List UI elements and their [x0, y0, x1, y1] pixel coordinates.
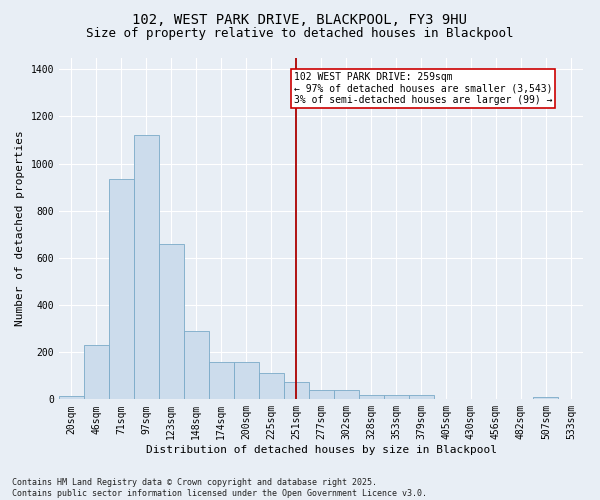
Bar: [59, 396, 84, 400]
Bar: [334, 390, 359, 400]
Bar: [533, 398, 559, 400]
Bar: [84, 345, 109, 400]
Bar: [259, 374, 284, 400]
Bar: [234, 362, 259, 400]
Text: Size of property relative to detached houses in Blackpool: Size of property relative to detached ho…: [86, 28, 514, 40]
Text: 102 WEST PARK DRIVE: 259sqm
← 97% of detached houses are smaller (3,543)
3% of s: 102 WEST PARK DRIVE: 259sqm ← 97% of det…: [293, 72, 552, 105]
Y-axis label: Number of detached properties: Number of detached properties: [15, 130, 25, 326]
Bar: [184, 331, 209, 400]
Bar: [383, 395, 409, 400]
Text: 102, WEST PARK DRIVE, BLACKPOOL, FY3 9HU: 102, WEST PARK DRIVE, BLACKPOOL, FY3 9HU: [133, 12, 467, 26]
Bar: [284, 382, 308, 400]
Bar: [159, 244, 184, 400]
Bar: [359, 394, 383, 400]
Bar: [209, 362, 234, 400]
Bar: [409, 395, 434, 400]
Text: Contains HM Land Registry data © Crown copyright and database right 2025.
Contai: Contains HM Land Registry data © Crown c…: [12, 478, 427, 498]
Bar: [134, 136, 159, 400]
X-axis label: Distribution of detached houses by size in Blackpool: Distribution of detached houses by size …: [146, 445, 497, 455]
Bar: [308, 390, 334, 400]
Bar: [109, 179, 134, 400]
